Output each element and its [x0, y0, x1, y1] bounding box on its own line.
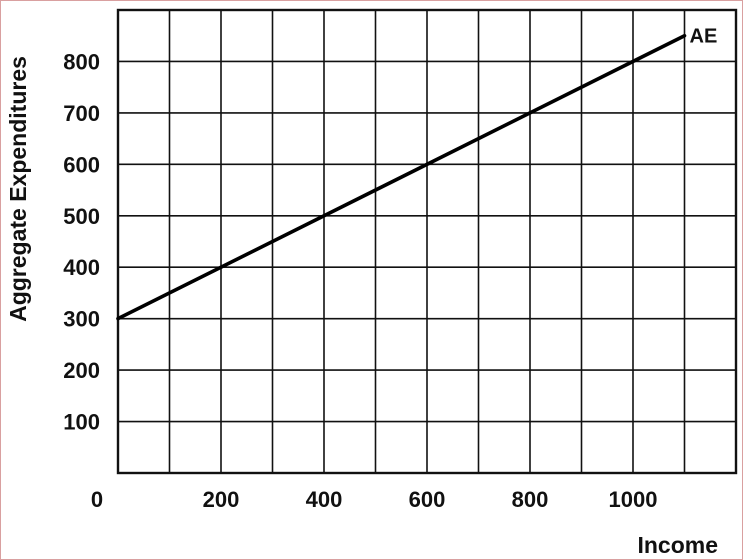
plot-border — [116, 8, 738, 475]
y-tick-label: 600 — [63, 152, 100, 177]
grid-layer — [116, 8, 738, 475]
y-axis-title: Aggregate Expenditures — [5, 56, 31, 322]
y-tick-label: 700 — [63, 101, 100, 126]
x-tick-label: 800 — [512, 487, 549, 512]
x-tick-label: 0 — [91, 487, 103, 512]
x-axis-title: Income — [637, 532, 718, 558]
y-tick-label: 100 — [63, 410, 100, 435]
x-tick-label: 200 — [203, 487, 240, 512]
y-tick-label: 300 — [63, 307, 100, 332]
x-tick-label: 1000 — [609, 487, 658, 512]
y-tick-label: 400 — [63, 255, 100, 280]
tick-layer: 100 200 300 400 500 600 700 800 0 200 400 600 800 100… — [63, 49, 657, 512]
line-layer: AE — [116, 26, 718, 321]
x-tick-label: 400 — [306, 487, 343, 512]
x-tick-label: 600 — [409, 487, 446, 512]
series-label: AE — [690, 26, 718, 48]
y-tick-label: 500 — [63, 204, 100, 229]
y-tick-label: 800 — [63, 49, 100, 74]
y-tick-label: 200 — [63, 358, 100, 383]
series-line-ae — [116, 33, 687, 321]
